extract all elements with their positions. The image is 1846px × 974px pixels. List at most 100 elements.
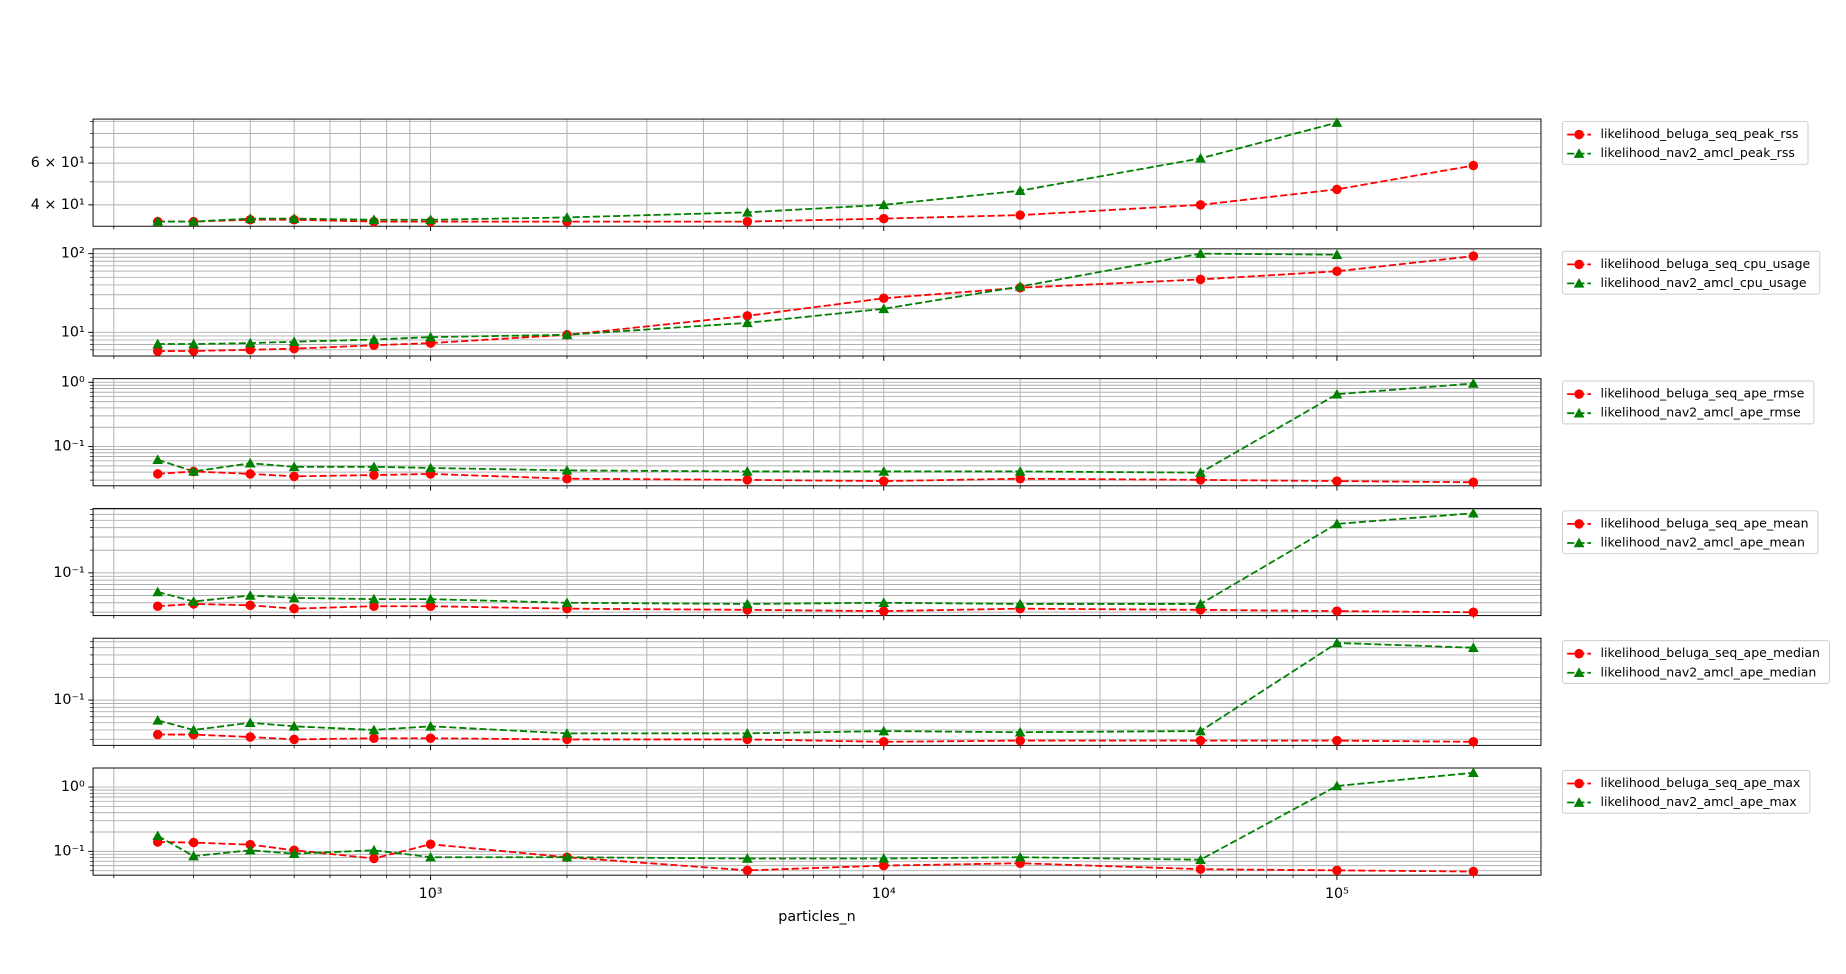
marker xyxy=(1195,467,1206,477)
legend-frame xyxy=(1561,510,1819,555)
legend-marker xyxy=(1573,407,1585,418)
subplot: 10⁻¹ xyxy=(53,507,1542,621)
series-line xyxy=(157,603,1474,614)
marker xyxy=(1014,281,1026,291)
marker xyxy=(244,844,256,855)
marker xyxy=(561,597,573,608)
marker xyxy=(1195,274,1206,285)
plot-frame xyxy=(92,118,1542,227)
marker xyxy=(152,586,164,597)
marker xyxy=(1468,607,1479,618)
marker xyxy=(244,213,256,223)
marker xyxy=(188,850,199,861)
marker xyxy=(1332,606,1342,616)
legend-label: likelihood_beluga_seq_ape_rmse xyxy=(1601,386,1805,401)
plot-frame xyxy=(92,248,1542,357)
y-tick-label: 10⁻¹ xyxy=(53,565,84,581)
marker xyxy=(1015,473,1025,484)
marker xyxy=(245,469,255,479)
marker xyxy=(1467,642,1479,653)
plot-frame xyxy=(92,637,1542,746)
series-line xyxy=(157,733,1474,743)
marker xyxy=(1331,249,1343,259)
y-tick-label: 10² xyxy=(61,246,85,262)
marker xyxy=(289,343,299,354)
marker xyxy=(878,293,889,304)
y-tick-label: 10⁻¹ xyxy=(53,843,84,859)
y-tick-label: 4 × 10¹ xyxy=(31,197,85,213)
legend: likelihood_beluga_seq_ape_median likeliho… xyxy=(1561,640,1830,684)
legend-marker xyxy=(1573,537,1585,548)
legend: likelihood_beluga_seq_cpu_usage likelihoo… xyxy=(1561,250,1821,295)
marker xyxy=(878,303,890,314)
marker xyxy=(1468,160,1479,171)
marker xyxy=(152,216,164,226)
legend-label: likelihood_beluga_seq_cpu_usage xyxy=(1601,256,1811,271)
marker xyxy=(369,733,379,744)
marker xyxy=(561,212,573,222)
marker xyxy=(425,839,436,850)
marker xyxy=(1332,266,1342,277)
marker xyxy=(741,598,753,609)
marker xyxy=(288,720,300,731)
marker xyxy=(1015,735,1025,746)
marker xyxy=(742,216,753,227)
legend-frame xyxy=(1561,120,1809,165)
marker xyxy=(152,454,164,464)
marker xyxy=(369,601,379,611)
marker xyxy=(368,461,380,472)
marker xyxy=(368,844,380,855)
legend-frame xyxy=(1561,380,1815,425)
y-tick-label: 10⁰ xyxy=(61,779,85,795)
x-axis-label: particles_n xyxy=(778,909,855,925)
marker xyxy=(425,462,436,473)
legend: likelihood_beluga_seq_peak_rss likelihood… xyxy=(1561,120,1809,165)
marker xyxy=(152,601,163,611)
marker xyxy=(289,603,299,614)
marker xyxy=(288,592,300,603)
marker xyxy=(1332,865,1342,876)
series-line xyxy=(157,841,1474,873)
marker xyxy=(152,729,163,740)
y-tick-label: 10⁰ xyxy=(61,374,85,390)
marker xyxy=(288,336,300,346)
marker xyxy=(369,470,379,480)
marker xyxy=(188,346,199,356)
series-line xyxy=(157,642,1474,735)
marker xyxy=(245,839,255,850)
marker xyxy=(1195,854,1206,864)
series-line xyxy=(157,252,1337,345)
marker xyxy=(188,466,199,476)
series-line xyxy=(157,164,1474,223)
series-line xyxy=(157,255,1474,353)
marker xyxy=(244,337,256,348)
marker xyxy=(425,214,436,225)
marker xyxy=(878,476,889,486)
marker xyxy=(152,469,163,479)
marker xyxy=(245,732,255,742)
plot-frame xyxy=(92,507,1542,617)
series-line xyxy=(157,771,1474,861)
marker xyxy=(289,471,299,482)
legend-marker xyxy=(1573,148,1585,158)
marker xyxy=(878,606,889,616)
marker xyxy=(368,724,380,735)
marker xyxy=(288,848,300,859)
legend-label: likelihood_nav2_amcl_cpu_usage xyxy=(1601,275,1807,290)
marker xyxy=(1468,251,1479,261)
legend-marker xyxy=(1574,259,1584,270)
marker xyxy=(152,830,164,841)
marker xyxy=(878,725,890,736)
marker xyxy=(1195,200,1206,210)
series-line xyxy=(157,121,1338,223)
marker xyxy=(244,457,256,468)
marker xyxy=(245,345,255,355)
marker xyxy=(1015,210,1025,220)
marker xyxy=(1195,153,1206,163)
marker xyxy=(1014,726,1026,737)
legend-label: likelihood_beluga_seq_peak_rss xyxy=(1601,126,1799,141)
subplot: 10⁻¹ xyxy=(53,637,1542,751)
series-line xyxy=(157,470,1474,484)
marker xyxy=(741,466,753,476)
marker xyxy=(425,593,436,604)
